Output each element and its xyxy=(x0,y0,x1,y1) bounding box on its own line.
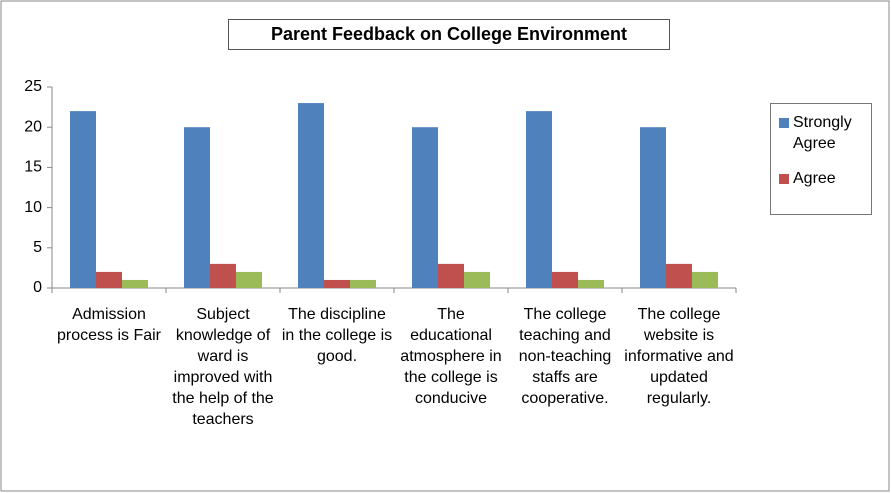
x-tick-label: The college website is informative and u… xyxy=(624,306,734,407)
bar xyxy=(640,127,666,288)
legend-swatch xyxy=(779,174,789,184)
x-tick-label: The discipline in the college is good. xyxy=(281,306,393,365)
x-tick-label: The educational atmosphere in the colleg… xyxy=(400,306,502,407)
bar xyxy=(526,111,552,289)
bar xyxy=(184,127,210,288)
bar xyxy=(578,279,604,288)
chart-title: Parent Feedback on College Environment xyxy=(228,19,670,50)
bar xyxy=(552,271,578,288)
legend-label: Agree xyxy=(793,170,836,187)
y-tick-label: 15 xyxy=(24,159,42,176)
x-tick-label: The college teaching and non-teaching st… xyxy=(518,306,612,407)
y-tick-label: 0 xyxy=(33,279,42,296)
bar xyxy=(412,127,438,288)
bar xyxy=(692,271,718,288)
bar xyxy=(350,279,376,288)
bar xyxy=(96,271,122,288)
legend-swatch xyxy=(779,118,789,128)
bar xyxy=(70,111,96,289)
bar xyxy=(464,271,490,288)
bar xyxy=(122,279,148,288)
legend: Strongly Agree Agree xyxy=(770,103,872,215)
x-tick-label: Admission process is Fair xyxy=(56,306,162,344)
bar xyxy=(298,103,324,288)
y-tick-label: 10 xyxy=(24,199,42,216)
y-tick-label: 25 xyxy=(24,78,42,95)
bar xyxy=(666,263,692,288)
bar xyxy=(210,263,236,288)
legend-item: Strongly Agree xyxy=(775,112,867,154)
bar xyxy=(236,271,262,288)
legend-label: Strongly Agree xyxy=(793,114,852,152)
y-tick-label: 5 xyxy=(33,239,42,256)
bar xyxy=(438,263,464,288)
y-tick-label: 20 xyxy=(24,118,42,135)
x-tick-label: Subject knowledge of ward is improved wi… xyxy=(172,306,274,428)
legend-item: Agree xyxy=(775,168,867,189)
bar xyxy=(324,279,350,288)
